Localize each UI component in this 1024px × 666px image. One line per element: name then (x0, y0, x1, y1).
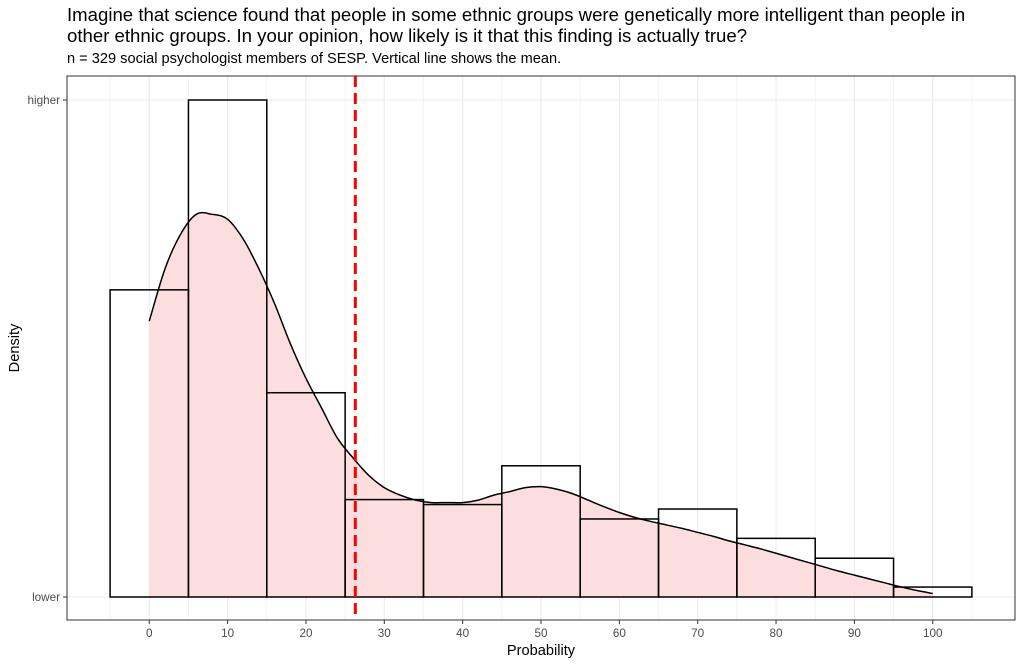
x-tick-label: 100 (923, 627, 943, 640)
chart-title: Imagine that science found that people i… (67, 4, 966, 46)
density-curve (148, 211, 933, 595)
y-axis-ticks: lower higher (28, 94, 67, 604)
y-tick-label: lower (32, 591, 60, 604)
x-tick-label: 20 (299, 627, 313, 640)
chart-subtitle: n = 329 social psychologist members of S… (67, 51, 562, 67)
x-tick-label: 60 (613, 627, 627, 640)
x-tick-label: 70 (691, 627, 705, 640)
x-tick-label: 0 (146, 627, 153, 640)
histogram-bar (187, 99, 268, 598)
x-tick-label: 50 (534, 627, 548, 640)
x-tick-label: 90 (848, 627, 862, 640)
x-tick-label: 40 (456, 627, 470, 640)
x-axis-title: Probability (507, 643, 576, 659)
histogram-bar (814, 557, 895, 598)
x-tick-label: 80 (770, 627, 784, 640)
x-tick-label: 30 (378, 627, 392, 640)
histogram-bar (892, 586, 973, 598)
y-axis-title: Density (7, 323, 23, 372)
x-axis-ticks: 0 10 20 30 40 50 60 70 80 90 100 (146, 620, 943, 640)
y-tick-label: higher (28, 94, 61, 107)
histogram-bars (109, 99, 973, 598)
histogram-bar (266, 391, 346, 598)
density-line (148, 211, 933, 595)
x-tick-label: 10 (221, 627, 235, 640)
